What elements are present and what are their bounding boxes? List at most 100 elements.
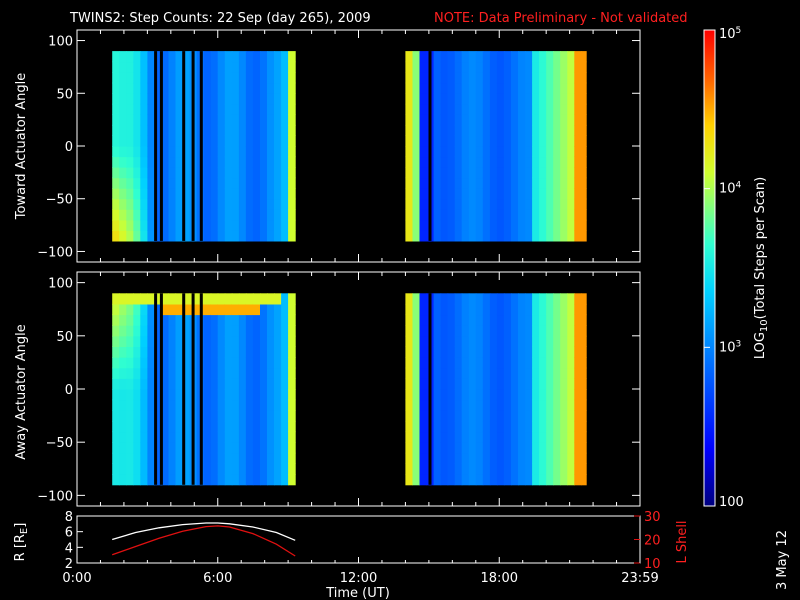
heatmap-cell — [161, 146, 169, 158]
heatmap-cell — [525, 198, 533, 210]
heatmap-cell — [231, 219, 240, 231]
heatmap-cell — [260, 367, 268, 379]
heatmap-cell — [525, 314, 533, 326]
heatmap-cell — [224, 335, 233, 347]
heatmap-cell — [475, 219, 484, 231]
heatmap-cell — [126, 420, 134, 433]
heatmap-cell — [574, 146, 582, 158]
heatmap-cell — [440, 463, 449, 475]
heatmap-cell — [182, 389, 191, 401]
heatmap-cell — [560, 61, 568, 73]
heatmap-cell — [231, 389, 240, 401]
heatmap-cell — [231, 463, 240, 475]
heatmap-cell — [553, 198, 561, 210]
heatmap-cell — [496, 314, 505, 326]
heatmap-cell — [482, 219, 491, 231]
heatmap-cell — [168, 156, 177, 168]
heatmap-cell — [210, 146, 219, 158]
heatmap-cell — [260, 378, 268, 390]
heatmap-cell — [281, 399, 289, 411]
heatmap-cell — [567, 61, 575, 73]
heatmap-cell — [433, 72, 442, 84]
heatmap-cell — [482, 367, 491, 379]
heatmap-cell — [119, 452, 127, 464]
heatmap-cell — [475, 188, 484, 200]
heatmap-cell — [154, 410, 162, 422]
heatmap-cell — [560, 51, 568, 63]
heatmap-cell — [161, 114, 169, 126]
heatmap-cell — [119, 209, 127, 221]
heatmap-cell — [274, 198, 282, 210]
heatmap-cell — [539, 82, 547, 94]
heatmap-cell — [567, 93, 575, 105]
heatmap-cell — [288, 463, 296, 475]
heatmap-cell — [112, 357, 120, 369]
heatmap-cell — [475, 293, 484, 305]
heatmap-cell — [119, 114, 127, 126]
heatmap-cell — [245, 230, 254, 242]
heatmap-cell — [433, 303, 442, 316]
heatmap-cell — [581, 93, 587, 105]
heatmap-cell — [496, 177, 505, 189]
heatmap-cell — [412, 314, 421, 326]
x-tick-label: 18:00 — [481, 571, 518, 586]
heatmap-cell — [224, 293, 233, 305]
heatmap-cell — [560, 452, 568, 464]
heatmap-cell — [553, 357, 561, 369]
heatmap-cell — [238, 198, 247, 210]
heatmap-cell — [182, 72, 191, 84]
heatmap-cell — [567, 474, 575, 486]
heatmap-cell — [468, 61, 477, 73]
heatmap-cell — [560, 156, 568, 168]
heatmap-cell — [581, 314, 587, 326]
heatmap-cell — [203, 463, 212, 475]
heatmap-cell — [126, 325, 134, 337]
heatmap-cell — [203, 177, 212, 189]
heatmap-cell — [175, 346, 184, 358]
heatmap-cell — [454, 399, 463, 411]
heatmap-cell — [405, 135, 413, 147]
heatmap-cell — [468, 314, 477, 326]
heatmap-cell — [182, 114, 191, 126]
heatmap-cell — [511, 431, 519, 443]
heatmap-cell — [503, 114, 512, 126]
heatmap-cell — [496, 61, 505, 73]
heatmap-cell — [288, 399, 296, 411]
heatmap-cell — [224, 51, 233, 63]
heatmap-cell — [119, 335, 127, 347]
heatmap-cell — [532, 357, 540, 369]
heatmap-cell — [461, 474, 470, 486]
heatmap-cell — [496, 135, 505, 147]
y-tick-label: 0 — [65, 140, 73, 155]
heatmap-cell — [175, 399, 184, 411]
heatmap-cell — [288, 346, 296, 358]
heatmap-cell — [245, 389, 254, 401]
heatmap-cell — [574, 314, 582, 326]
heatmap-cell — [119, 389, 127, 401]
heatmap-cell — [468, 293, 477, 305]
heatmap-cell — [447, 146, 456, 158]
y-tick-label: 8 — [65, 510, 73, 525]
y-tick-label: 4 — [65, 541, 73, 556]
heatmap-cell — [267, 452, 275, 464]
heatmap-cell — [454, 346, 463, 358]
heatmap-cell — [175, 167, 184, 179]
heatmap-cell — [475, 346, 484, 358]
heatmap-cell — [419, 93, 428, 105]
heatmap-cell — [224, 463, 233, 475]
heatmap-cell — [161, 188, 169, 200]
heatmap-cell — [175, 124, 184, 136]
heatmap-cell — [182, 51, 191, 63]
heatmap-cell — [133, 325, 141, 337]
toward-angle-ylabel: Toward Actuator Angle — [14, 73, 29, 220]
heatmap-cell — [553, 314, 561, 326]
heatmap-cell — [224, 378, 233, 390]
heatmap-cell — [468, 335, 477, 347]
heatmap-cell — [475, 114, 484, 126]
heatmap-cell — [539, 346, 547, 358]
heatmap-cell — [175, 452, 184, 464]
heatmap-cell — [405, 452, 413, 464]
heatmap-cell — [175, 188, 184, 200]
heatmap-cell — [567, 167, 575, 179]
heatmap-cell — [574, 135, 582, 147]
